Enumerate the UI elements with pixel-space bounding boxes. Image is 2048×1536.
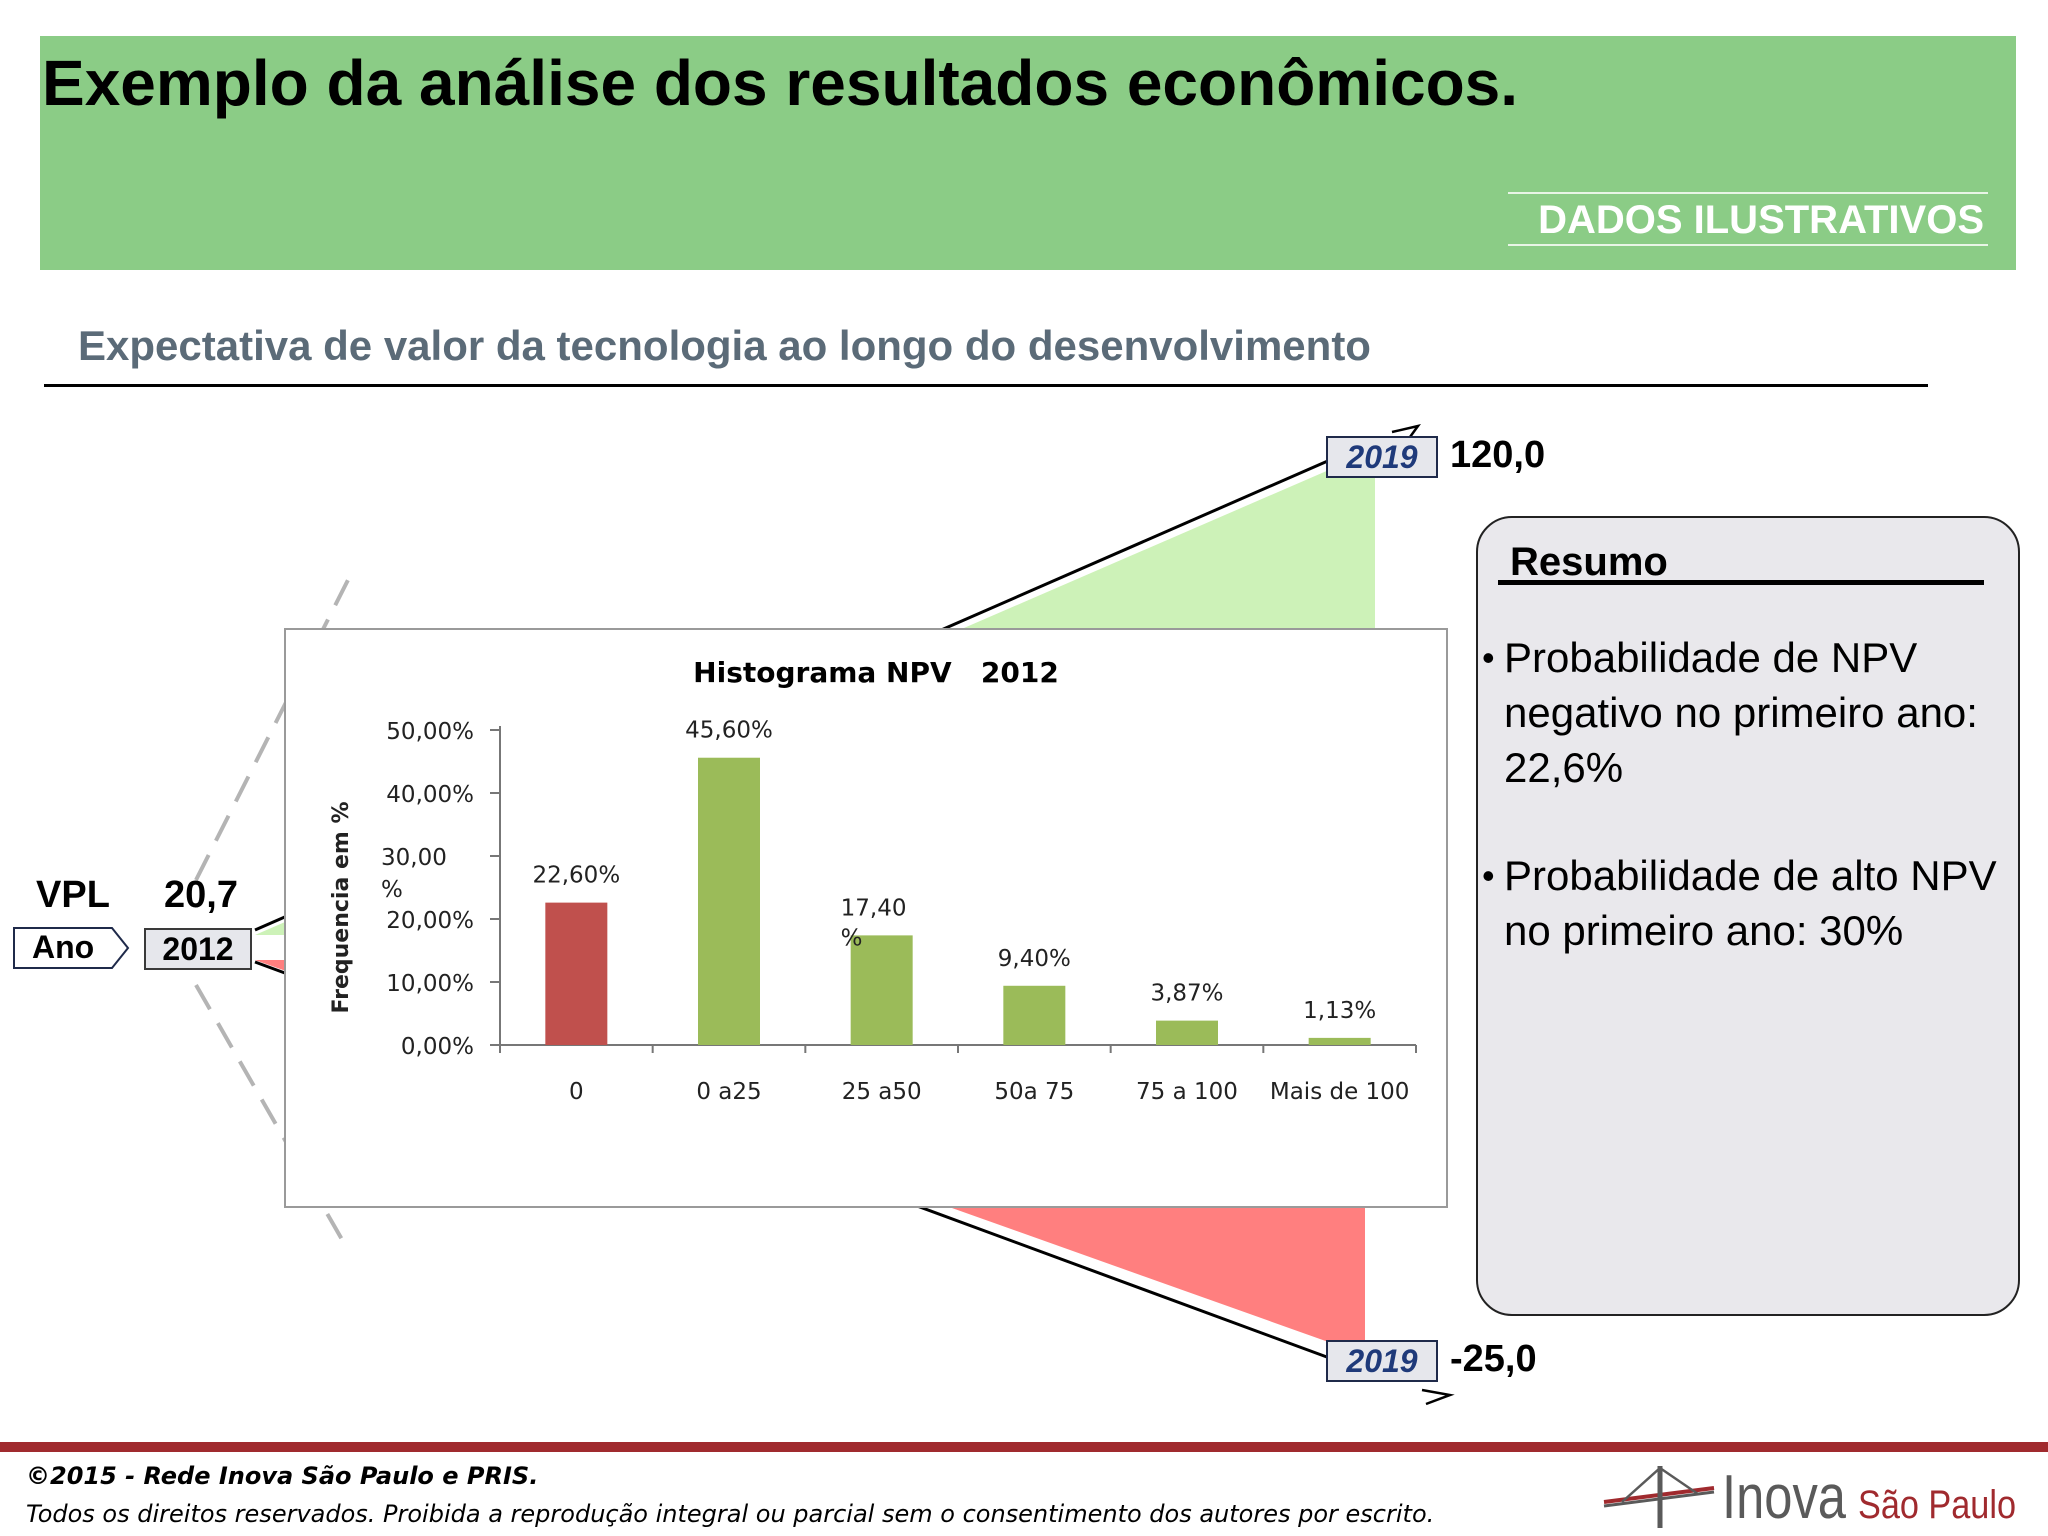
year-axis-label: Ano [32,929,95,965]
bullet-icon: • [1482,637,1495,678]
summary-box: Resumo • Probabilidade de NPV negativo n… [1476,516,2020,1316]
x-category-label: 50a 75 [994,1079,1074,1105]
histogram-bar [1003,985,1066,1045]
summary-item: • Probabilidade de alto NPV no primeiro … [1482,848,2018,958]
summary-heading: Resumo [1510,540,1668,584]
histogram-bar [698,757,760,1045]
x-category-label: 75 a 100 [1136,1079,1238,1105]
bar-data-label: 17,40% [841,895,907,951]
x-category-label: 25 a50 [842,1079,922,1105]
vpl-label: VPL [36,874,110,916]
y-tick-label: 40,00% [386,782,474,808]
upper-end-value: 120,0 [1450,434,1546,476]
lower-end-year-box: 2019 [1326,1340,1438,1382]
summary-heading-underline [1498,580,1984,585]
illustrative-badge: DADOS ILUSTRATIVOS [1508,192,1988,246]
summary-item-text: Probabilidade de alto NPV no primeiro an… [1504,852,1997,954]
year-axis-arrow-shape [13,927,130,969]
illustrative-label: DADOS ILUSTRATIVOS [1538,198,1984,242]
summary-item: • Probabilidade de NPV negativo no prime… [1482,630,2018,795]
bar-data-label: 1,13% [1303,998,1376,1024]
summary-item-text: Probabilidade de NPV negativo no primeir… [1504,634,1978,791]
footer-rights: Todos os direitos reservados. Proibida a… [26,1500,1435,1528]
y-tick-label: 10,00% [386,971,474,997]
bar-data-label: 9,40% [998,946,1071,972]
section-subtitle: Expectativa de valor da tecnologia ao lo… [78,322,1371,369]
x-category-label: 0 a25 [696,1079,761,1105]
lower-end-value: -25,0 [1450,1338,1537,1380]
y-axis-title: Frequencia em % [329,801,354,1013]
bullet-icon: • [1482,855,1495,896]
y-tick-label: 50,00% [386,719,474,745]
bar-data-label: 22,60% [532,863,620,889]
bridge-logo-icon [1603,1466,1715,1528]
logo-main-text: Inova [1722,1466,1846,1528]
histogram-bar [1156,1020,1218,1045]
histogram-panel: Histograma NPV 2012 0,00% 10,00% 20,00% 30,… [284,628,1448,1208]
y-tick-label: 20,00% [386,908,474,934]
y-tick-label: 0,00% [401,1034,474,1060]
start-year-box: 2012 [144,928,252,970]
histogram-title: Histograma NPV 2012 [693,656,1059,689]
histogram-chart: 0,00% 10,00% 20,00% 30,00 % 40,00% 50,00% Frequ… [329,718,1417,1105]
upper-end-year-box: 2019 [1326,436,1438,478]
bar-data-label: 45,60% [685,718,773,744]
x-category-label: 0 [569,1079,584,1105]
histogram-bar [545,902,608,1045]
header-band [40,36,2016,270]
lower-arrow-icon [1421,1388,1455,1406]
bar-data-label: 3,87% [1150,981,1223,1007]
logo-sub-text: São Paulo [1858,1483,2016,1527]
footer-band [0,1442,2048,1452]
cone-dashed-lower [194,984,350,1251]
y-tick-label: 30,00% [381,845,447,903]
x-category-label: Mais de 100 [1270,1079,1410,1105]
footer-copyright: ©2015 - Rede Inova São Paulo e PRIS. [26,1462,539,1490]
page-title: Exemplo da análise dos resultados econôm… [42,47,1519,119]
histogram-bar [1308,1037,1371,1045]
subtitle-divider [44,384,1928,387]
vpl-start-value: 20,7 [164,874,238,916]
inova-logo: Inova São Paulo [1722,1466,2016,1528]
histogram-bar [850,935,913,1045]
